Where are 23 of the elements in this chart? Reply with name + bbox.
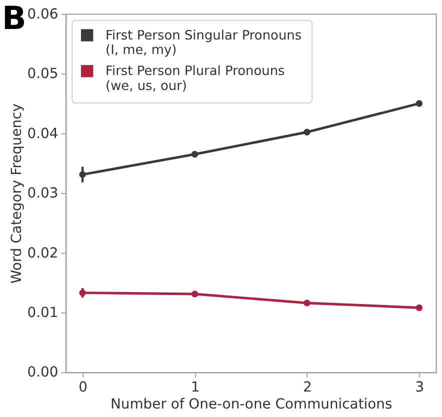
x-tick-label: 3	[415, 380, 424, 396]
y-axis-title: Word Category Frequency	[9, 103, 26, 284]
point	[191, 290, 198, 298]
point	[304, 300, 310, 306]
y-tick-label: 0.00	[27, 364, 58, 381]
y-tick-label: 0.02	[27, 245, 58, 262]
y-tick-label: 0.06	[27, 6, 58, 22]
x-tick-label: 2	[303, 380, 312, 396]
y-tick-label: 0.05	[27, 66, 58, 82]
x-tick-label: 0	[78, 380, 88, 396]
y-tick-label: 0.01	[27, 305, 58, 321]
point	[191, 150, 198, 158]
x-axis-title: Number of One-on-one Communications	[110, 396, 392, 413]
legend-label: First Person Plural Pronouns (we, us, our)	[106, 64, 286, 94]
legend-label: First Person Singular Pronouns (I, me, my)	[106, 28, 302, 58]
y-tick-label: 0.04	[27, 126, 58, 142]
point	[79, 171, 86, 178]
point	[416, 100, 423, 107]
point	[416, 304, 423, 312]
point	[304, 128, 310, 136]
chart-title: B	[2, 0, 26, 37]
y-tick-label: 0.03	[27, 186, 58, 202]
x-tick-label: 1	[190, 380, 200, 396]
